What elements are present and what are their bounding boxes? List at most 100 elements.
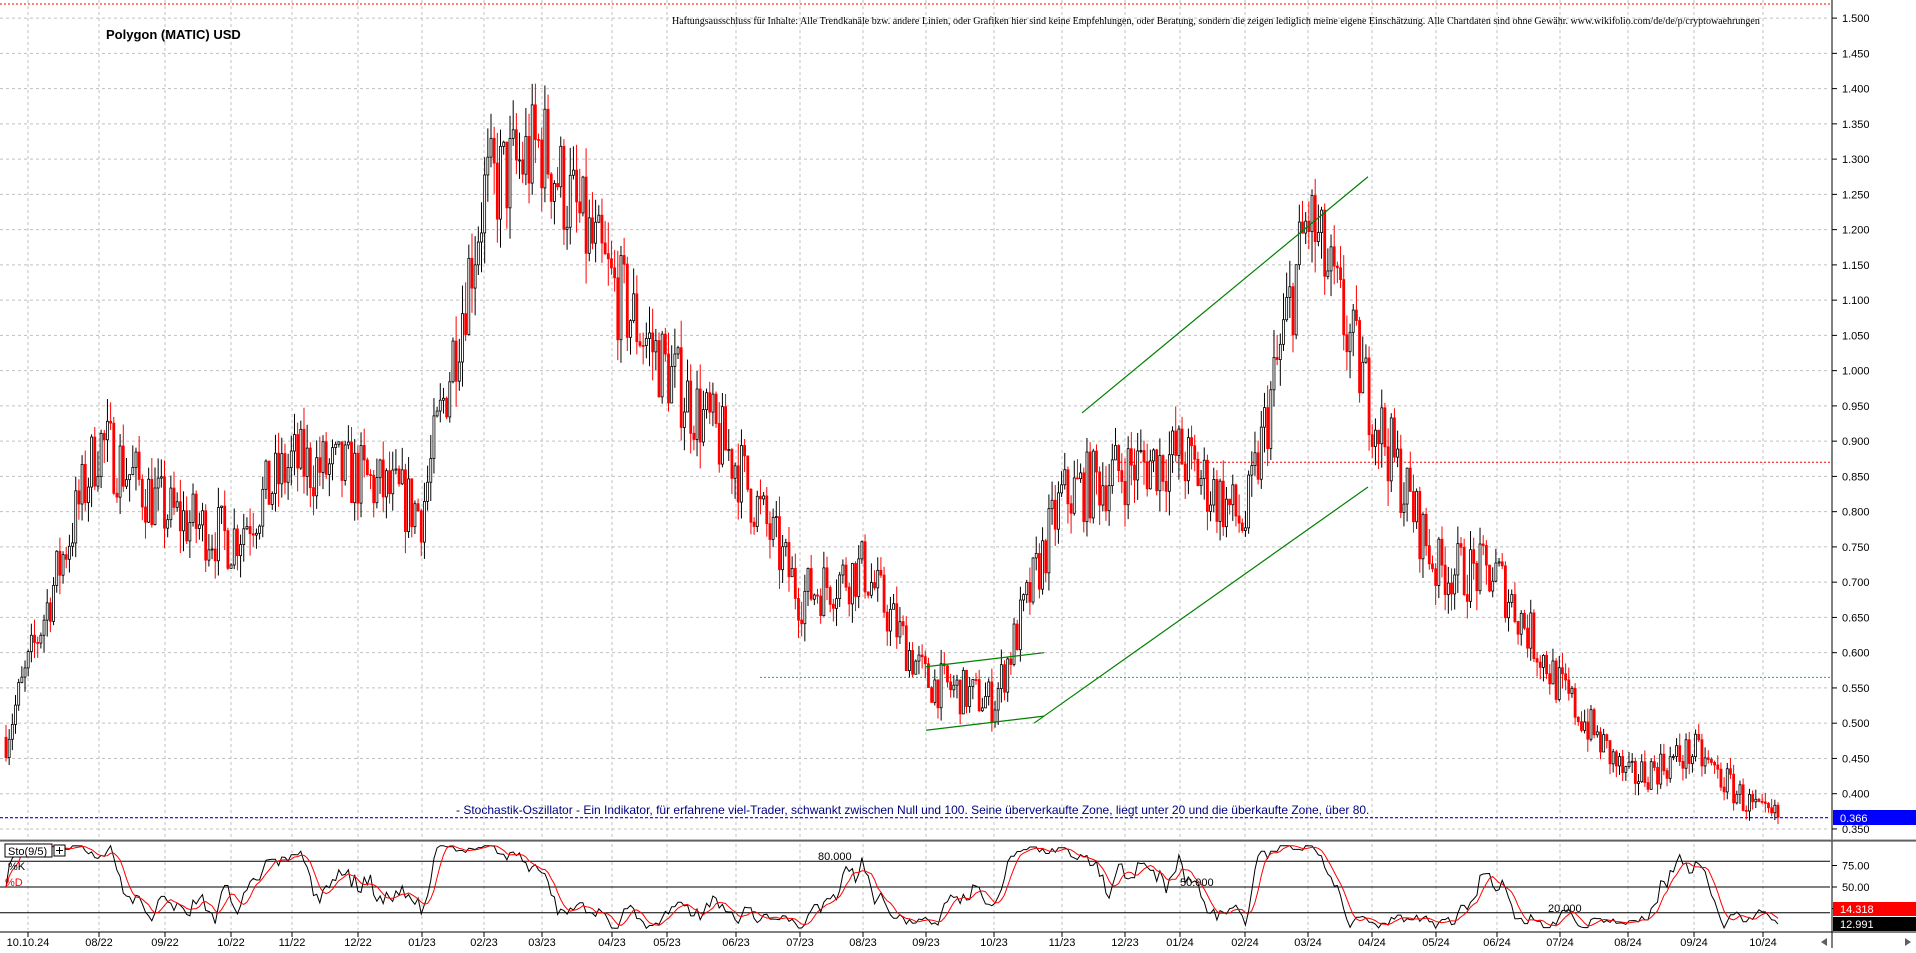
candle-body: [1437, 538, 1441, 586]
candle-body: [806, 568, 810, 592]
candle-body: [1253, 452, 1257, 467]
candle-body: [1050, 499, 1054, 510]
candle-body: [299, 428, 303, 469]
candle-body: [426, 481, 430, 502]
candle-body: [1129, 448, 1133, 466]
candle-body: [353, 452, 357, 504]
candle-body: [768, 523, 772, 540]
candle-body: [1729, 768, 1732, 775]
candle-body: [1069, 503, 1073, 514]
sto-d-line: [5, 845, 1779, 927]
candle-body: [1583, 721, 1587, 731]
sto-indicator-box[interactable]: [4, 843, 53, 858]
candle-body: [1389, 417, 1393, 482]
candle-body: [153, 487, 157, 526]
candle-body: [1218, 480, 1222, 522]
candle-body: [603, 242, 607, 255]
candle-body: [264, 460, 268, 490]
candle-body: [1722, 786, 1726, 793]
candle-body: [1744, 809, 1748, 812]
candle-body: [939, 663, 943, 709]
candle-body: [625, 263, 629, 338]
price-tick-label: 1.450: [1842, 48, 1870, 60]
time-tick-label: 04/24: [1358, 937, 1386, 948]
candle-body: [556, 183, 559, 188]
candle-body: [1516, 621, 1520, 635]
disclaimer-text: Haftungsausschluss für Inhalte: Alle Tre…: [672, 16, 1760, 27]
candle-body: [701, 409, 705, 443]
price-tick-label: 0.900: [1842, 436, 1870, 448]
time-tick-label: 04/23: [598, 937, 626, 948]
candle-body: [1611, 751, 1615, 765]
candle-body: [1288, 286, 1292, 298]
candle-body: [825, 567, 829, 588]
candle-body: [584, 176, 588, 254]
candle-body: [67, 545, 71, 560]
candle-body: [52, 584, 55, 622]
candle-body: [1564, 673, 1568, 681]
candle-body: [505, 141, 509, 209]
candle-body: [1297, 221, 1301, 266]
sto-k-value-box: [1833, 917, 1916, 931]
candle-body: [251, 533, 255, 536]
candle-body: [118, 445, 122, 498]
candle-body: [1275, 357, 1279, 360]
candle-body: [1748, 794, 1751, 812]
candle-body: [822, 567, 826, 617]
candle-body: [1278, 343, 1282, 360]
candle-body: [1003, 664, 1006, 693]
sto-k-value: 14.318: [1840, 904, 1874, 916]
candle-body: [1361, 361, 1365, 394]
candle-body: [784, 542, 788, 548]
candle-body: [1640, 761, 1644, 783]
candle-body: [898, 621, 902, 638]
candle-body: [499, 145, 502, 220]
candle-body: [736, 465, 740, 503]
candle-body: [137, 451, 141, 480]
candle-body: [1354, 309, 1358, 321]
candle-body: [429, 458, 433, 483]
candle-body: [660, 333, 664, 398]
candle-body: [936, 679, 940, 709]
candle-body: [1481, 543, 1485, 546]
plus-box-icon[interactable]: [53, 844, 66, 857]
price-tick-label: 0.700: [1842, 577, 1870, 589]
candle-body: [749, 488, 753, 523]
candle-body: [597, 214, 601, 223]
triangle-right-icon[interactable]: [1905, 938, 1911, 946]
candle-body: [999, 664, 1003, 690]
candle-body: [1145, 461, 1149, 490]
candle-body: [337, 441, 341, 445]
candle-body: [1323, 209, 1327, 277]
triangle-left-icon[interactable]: [1821, 938, 1827, 946]
candle-body: [1513, 594, 1517, 622]
candle-body: [1557, 667, 1561, 700]
price-tick-label: 1.350: [1842, 119, 1870, 131]
candle-body: [384, 470, 388, 498]
candle-body: [892, 603, 895, 610]
candle-body: [150, 478, 154, 526]
candle-body: [1773, 804, 1777, 814]
candle-body: [1691, 756, 1694, 764]
candle-body: [1072, 477, 1076, 514]
candle-body: [236, 528, 239, 557]
candle-body: [20, 676, 24, 683]
candle-body: [1757, 798, 1761, 802]
candle-body: [1183, 463, 1187, 482]
candle-body: [1491, 580, 1495, 592]
candle-body: [1034, 553, 1038, 559]
candle-body: [1044, 540, 1048, 574]
price-tick-label: 1.200: [1842, 225, 1870, 237]
horizontal-levels: [0, 3, 1830, 819]
candle-body: [762, 495, 766, 500]
candle-body: [648, 332, 651, 339]
candle-body: [578, 201, 582, 214]
candle-body: [17, 682, 21, 706]
price-axis: 1.500 1.450 1.400 1.350 1.300 1.250 1.200 1.150…: [1832, 13, 1870, 916]
candle-body: [876, 569, 880, 589]
candle-body: [400, 469, 404, 485]
candle-body: [232, 528, 236, 566]
candle-body: [885, 611, 889, 632]
candle-body: [1047, 508, 1051, 574]
